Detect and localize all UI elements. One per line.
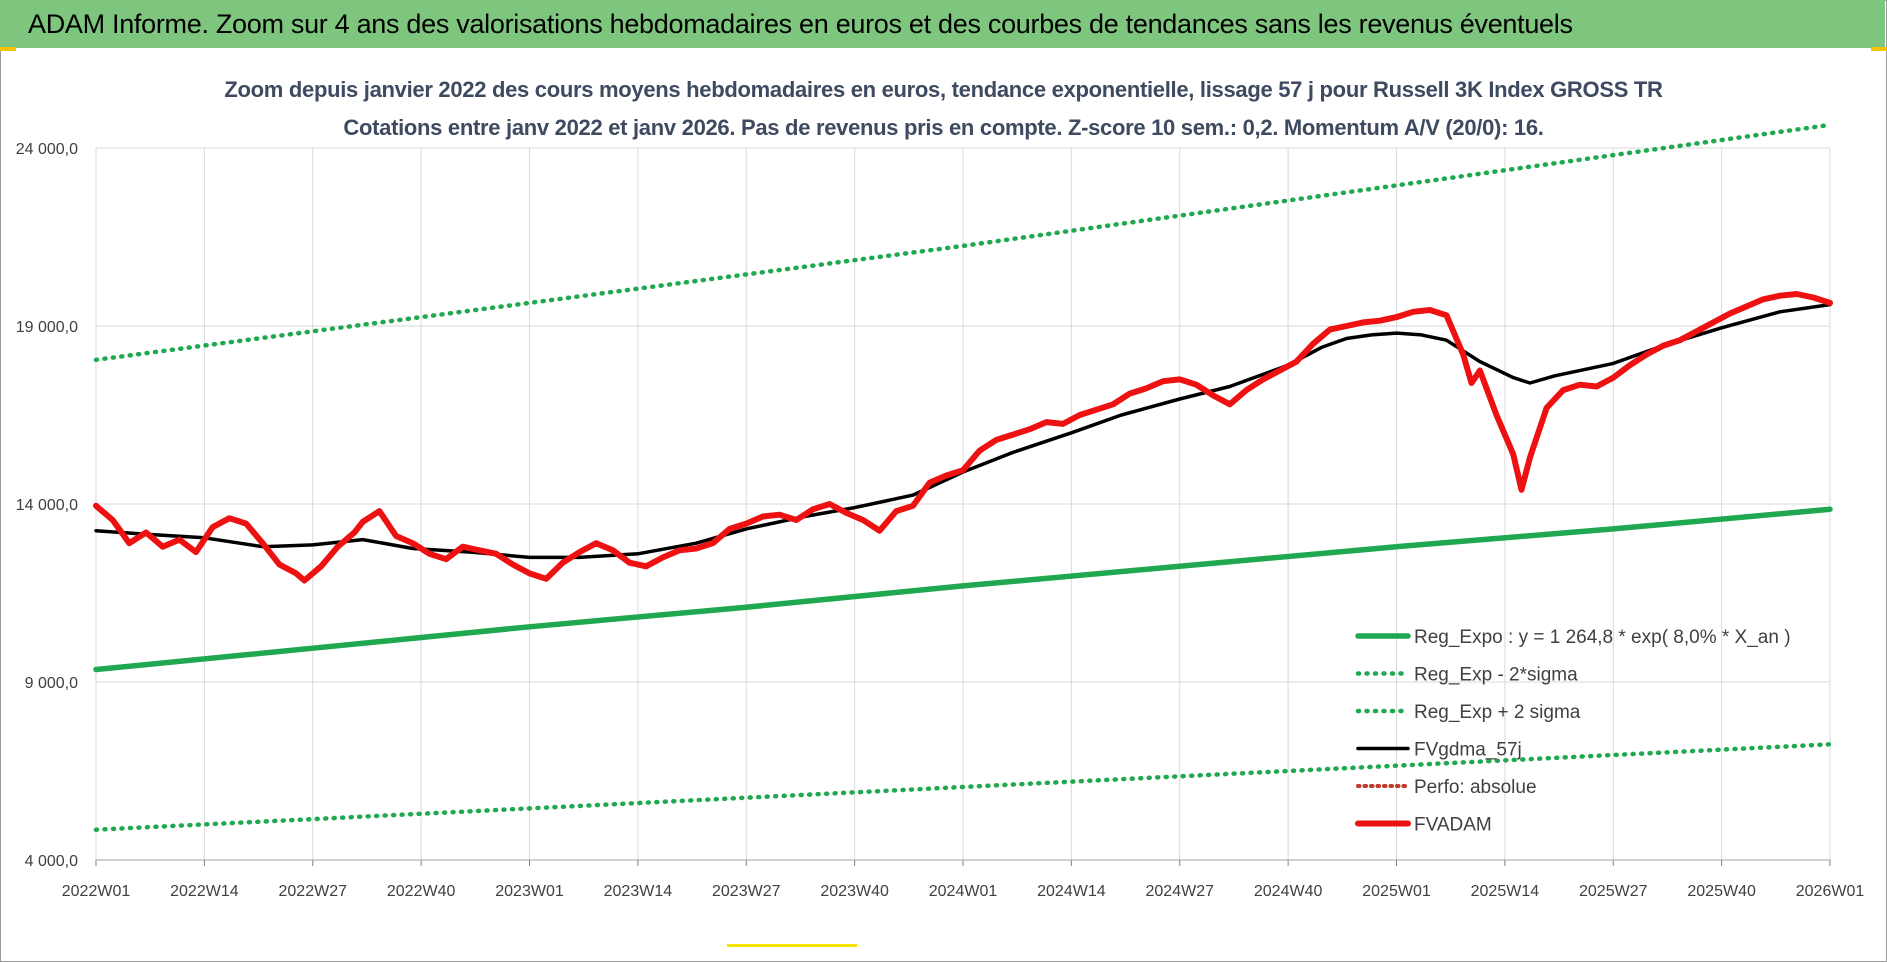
x-tick-label: 2022W27 <box>279 883 348 900</box>
legend-entry-perfo-absolue: Perfo: absolue <box>1414 777 1537 798</box>
legend-entry-fvgdma-57j: FVgdma_57j <box>1414 740 1522 761</box>
x-tick-label: 2025W40 <box>1687 883 1756 900</box>
x-tick-label: 2022W14 <box>170 883 239 900</box>
y-tick-label: 24 000,0 <box>16 141 78 158</box>
y-tick-label: 4 000,0 <box>25 853 78 870</box>
x-axis-ticks: 2022W01 2022W14 2022W27 2022W40 2023W01 2023W… <box>62 859 1865 900</box>
corner-mark-right <box>1871 47 1887 51</box>
legend: Reg_Expo : y = 1 264,8 * exp( 8,0% * X_a… <box>1355 627 1791 836</box>
x-tick-label: 2024W40 <box>1254 883 1323 900</box>
x-tick-label: 2022W01 <box>62 883 131 900</box>
y-tick-label: 9 000,0 <box>25 675 78 692</box>
x-tick-label: 2025W01 <box>1362 883 1431 900</box>
y-tick-label: 19 000,0 <box>16 319 78 336</box>
x-tick-label: 2025W14 <box>1471 883 1540 900</box>
grid-lines <box>95 147 1831 861</box>
title-banner: ADAM Informe. Zoom sur 4 ans des valoris… <box>0 0 1885 48</box>
series-line-reg-expo-y-1-264-8-exp-8-0-x-an <box>93 506 1833 673</box>
x-tick-label: 2023W01 <box>495 883 564 900</box>
y-axis-ticks: 4 000,0 9 000,0 14 000,0 19 000,0 24 000,0 <box>16 141 78 870</box>
x-tick-label: 2024W27 <box>1146 883 1215 900</box>
x-tick-label: 2023W14 <box>604 883 673 900</box>
legend-entry-reg-expo-y-1-264-8-exp-8-0-x-an: Reg_Expo : y = 1 264,8 * exp( 8,0% * X_a… <box>1414 627 1791 648</box>
x-tick-label: 2026W01 <box>1796 883 1865 900</box>
chart-subtitle: Cotations entre janv 2022 et janv 2026. … <box>343 115 1544 140</box>
series-line-fvadam <box>93 291 1833 584</box>
x-tick-label: 2024W14 <box>1037 883 1106 900</box>
x-tick-label: 2025W27 <box>1579 883 1648 900</box>
chart-title: Zoom depuis janvier 2022 des cours moyen… <box>224 77 1663 102</box>
legend-entry-reg-exp-2-sigma: Reg_Exp - 2*sigma <box>1414 665 1578 686</box>
legend-entry-fvadam: FVADAM <box>1414 815 1492 836</box>
legend-entry-reg-exp-2-sigma: Reg_Exp + 2 sigma <box>1414 702 1581 723</box>
x-tick-label: 2022W40 <box>387 883 456 900</box>
banner-title: ADAM Informe. Zoom sur 4 ans des valoris… <box>28 9 1573 39</box>
x-tick-label: 2023W40 <box>820 883 889 900</box>
series-line-reg-exp-2-sigma <box>93 742 1833 832</box>
series-line-reg-exp-2-sigma <box>93 122 1833 363</box>
corner-mark-left <box>0 47 16 51</box>
bottom-mark <box>727 944 857 947</box>
series-lines <box>93 122 1833 832</box>
x-tick-label: 2024W01 <box>929 883 998 900</box>
x-tick-label: 2023W27 <box>712 883 781 900</box>
y-tick-label: 14 000,0 <box>16 497 78 514</box>
